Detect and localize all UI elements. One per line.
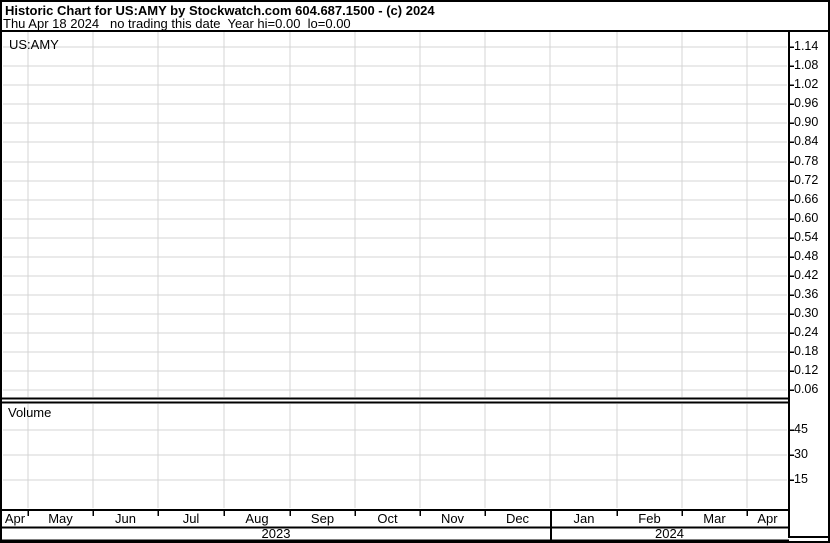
month-label: Oct — [377, 511, 398, 526]
chart-status-line: Thu Apr 18 2024 no trading this date Yea… — [3, 16, 351, 31]
price-tick-label: 0.84 — [794, 134, 819, 148]
price-tick-label: 0.96 — [794, 96, 819, 110]
month-label: Nov — [440, 511, 465, 526]
month-label: Aug — [245, 511, 269, 526]
price-tick-label: 0.36 — [794, 287, 819, 301]
price-tick-label: 0.66 — [794, 192, 819, 206]
volume-tick-label: 15 — [794, 472, 808, 486]
price-tick-label: 0.30 — [794, 306, 819, 320]
month-label: Jan — [573, 511, 595, 526]
month-label: Mar — [703, 511, 726, 526]
month-label: Jun — [115, 511, 136, 526]
volume-panel-label: Volume — [8, 405, 52, 420]
symbol-label: US:AMY — [9, 37, 59, 52]
year-label: 2024 — [655, 526, 684, 541]
price-tick-label: 0.12 — [794, 363, 819, 377]
price-tick-label: 1.08 — [794, 58, 819, 72]
month-label: Apr — [4, 511, 26, 526]
volume-tick-label: 45 — [794, 422, 808, 436]
year-label: 2023 — [261, 526, 291, 541]
month-label: May — [48, 511, 73, 526]
volume-tick-label: 30 — [794, 447, 808, 461]
month-label: Dec — [505, 511, 530, 526]
month-label: Sep — [310, 511, 335, 526]
chart-title: Historic Chart for US:AMY by Stockwatch.… — [5, 3, 435, 18]
price-tick-label: 0.90 — [794, 115, 819, 129]
price-tick-label: 0.54 — [794, 230, 819, 244]
price-tick-label: 0.06 — [794, 382, 819, 396]
price-tick-label: 0.18 — [794, 344, 819, 358]
price-tick-label: 1.02 — [794, 77, 819, 91]
price-tick-label: 0.72 — [794, 173, 819, 187]
price-tick-label: 0.24 — [794, 325, 819, 339]
price-tick-label: 0.60 — [794, 211, 819, 225]
month-label: Jul — [182, 511, 200, 526]
month-label: Apr — [757, 511, 778, 526]
price-tick-label: 0.42 — [794, 268, 819, 282]
price-tick-label: 0.78 — [794, 154, 819, 168]
price-tick-label: 1.14 — [794, 39, 819, 53]
price-tick-label: 0.48 — [794, 249, 819, 263]
month-label: Feb — [638, 511, 661, 526]
